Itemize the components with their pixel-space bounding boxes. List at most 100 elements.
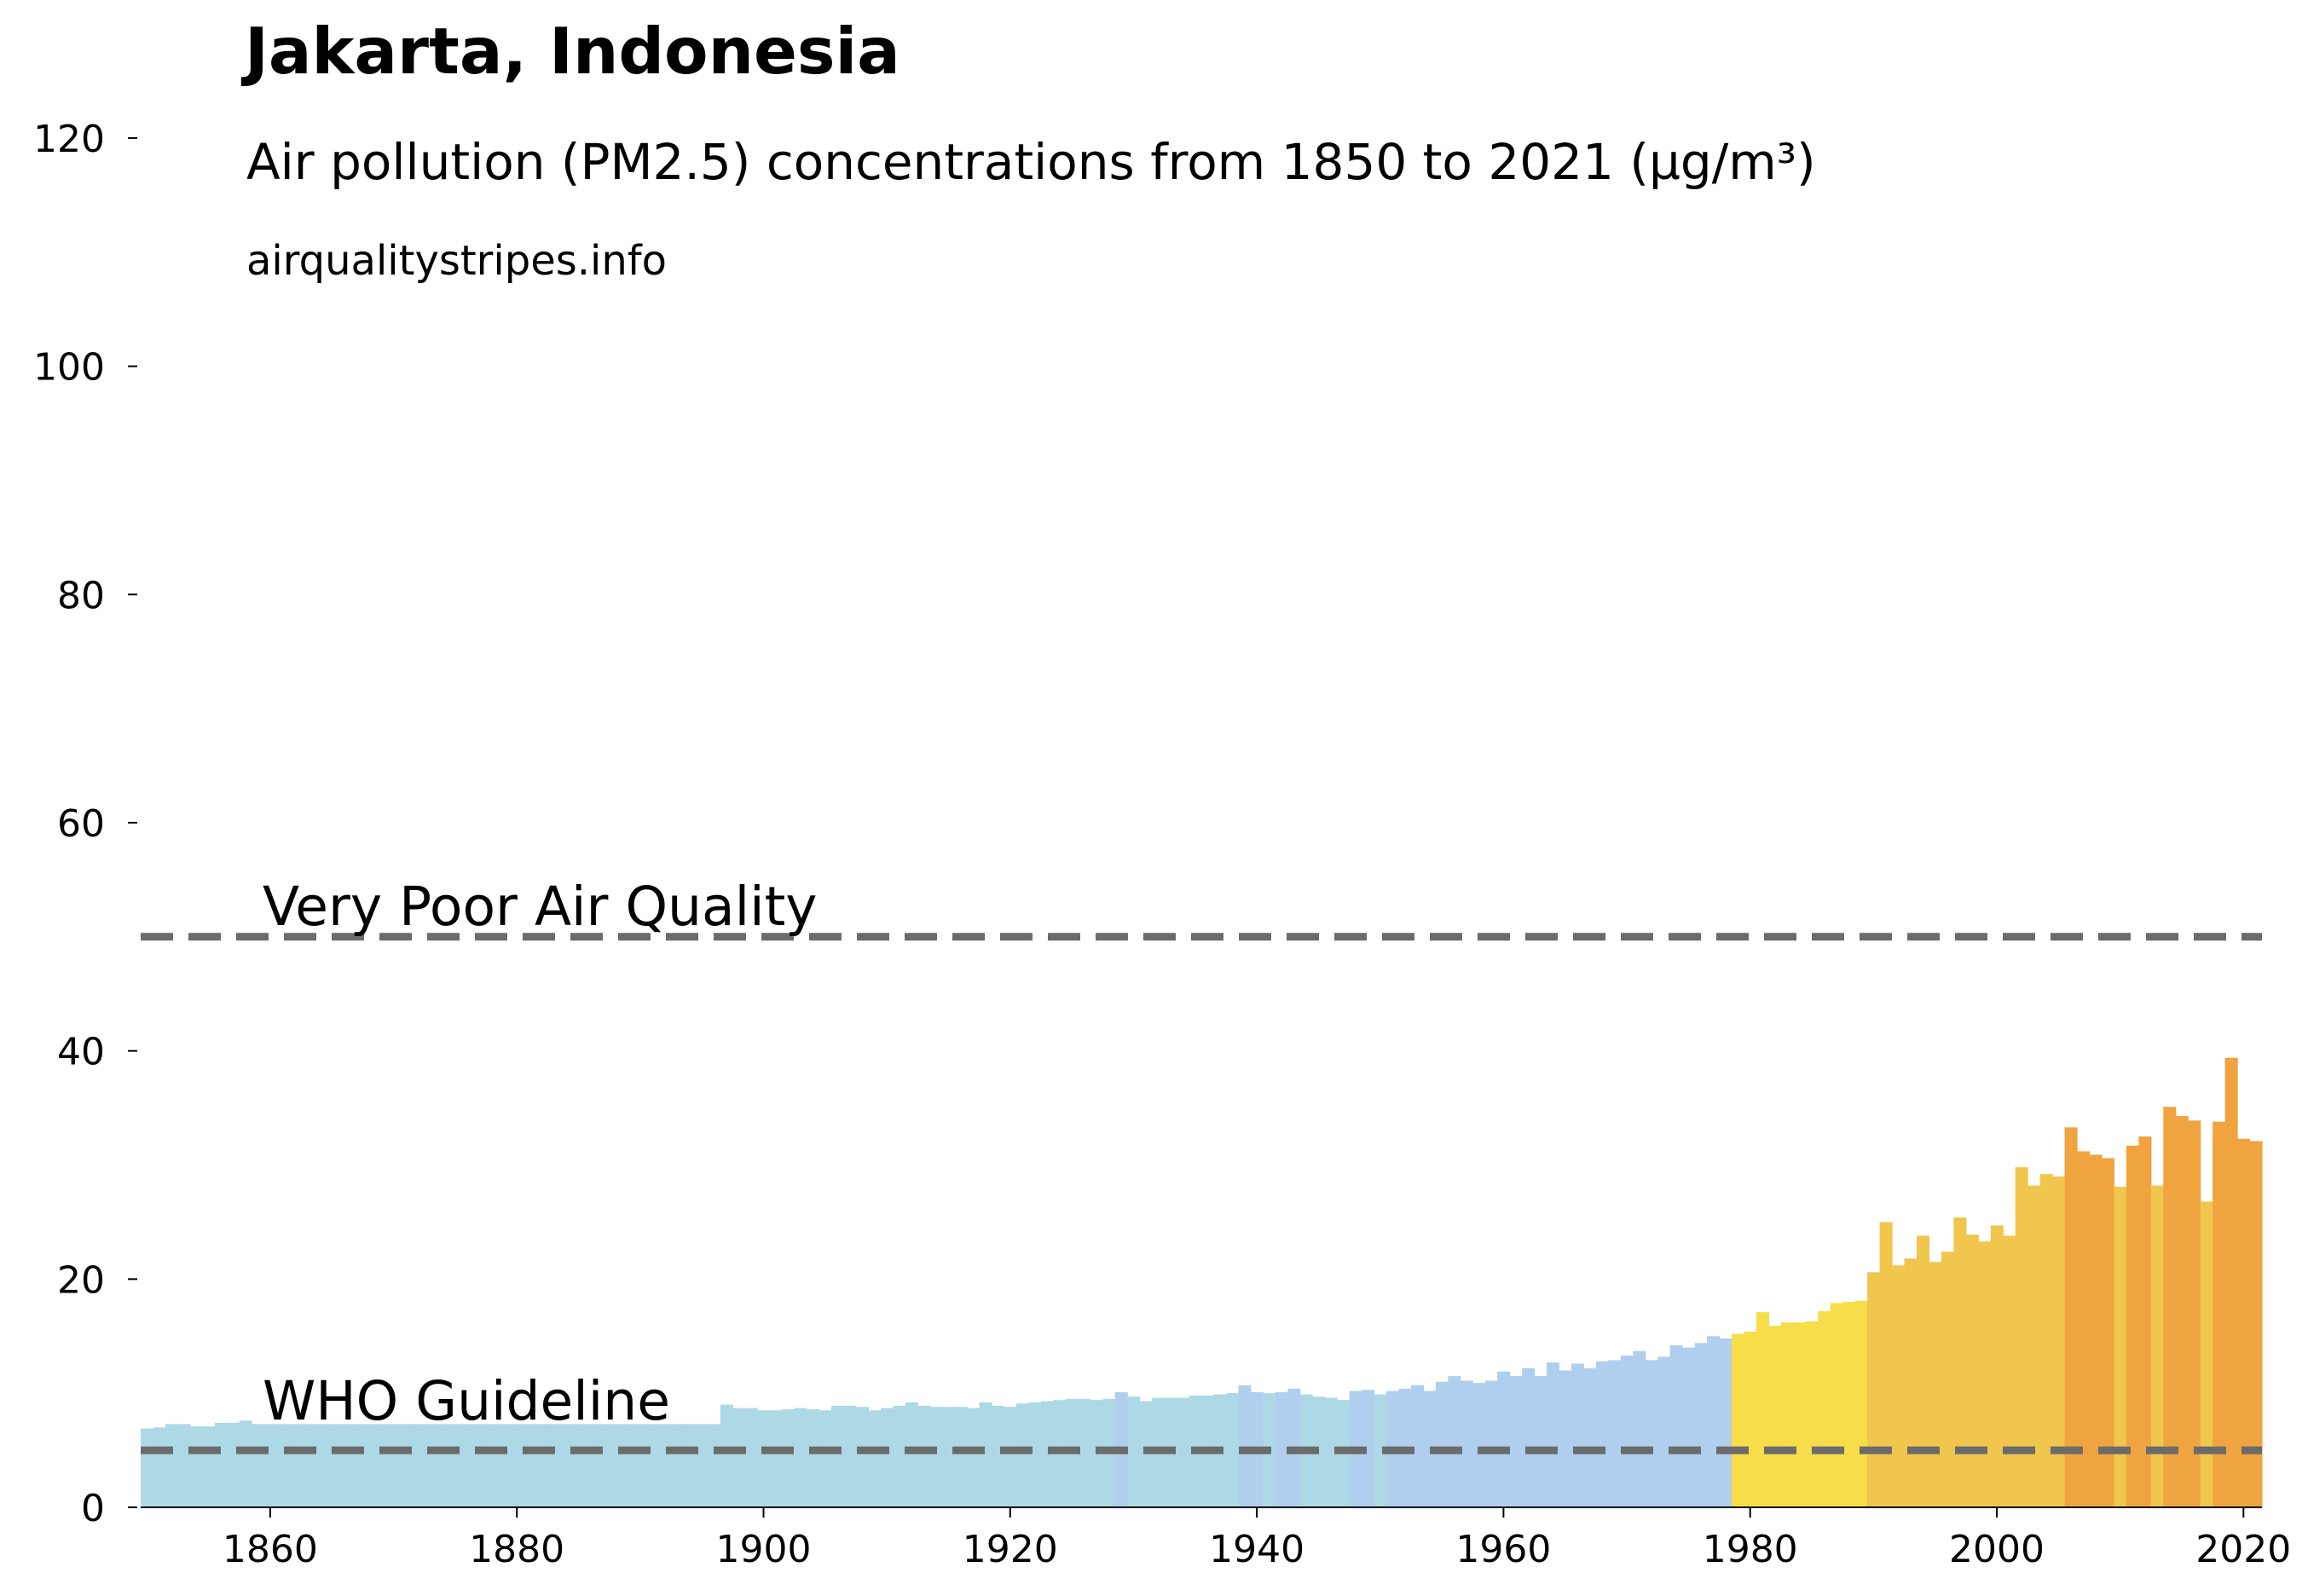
bar-1895 <box>695 1424 709 1507</box>
bar-2019 <box>2224 1057 2238 1507</box>
bar-2012 <box>2138 1136 2152 1507</box>
bar-1865 <box>325 1424 339 1507</box>
bar-1973 <box>1657 1356 1671 1507</box>
bar-1953 <box>1410 1385 1424 1507</box>
bar-1856 <box>214 1422 228 1507</box>
x-tick-label-1980: 1980 <box>1703 1528 1798 1571</box>
bar-1978 <box>1719 1338 1732 1507</box>
bar-1958 <box>1472 1383 1486 1507</box>
bar-1942 <box>1275 1391 1288 1507</box>
bar-1939 <box>1238 1385 1252 1507</box>
bar-1870 <box>387 1424 401 1507</box>
bar-1883 <box>547 1424 561 1507</box>
bar-1868 <box>362 1424 376 1507</box>
bar-1887 <box>597 1424 610 1507</box>
bar-1960 <box>1497 1371 1511 1507</box>
bar-1972 <box>1645 1360 1658 1507</box>
y-tick-label-80: 80 <box>57 574 105 617</box>
bar-1885 <box>572 1424 586 1507</box>
y-tick-label-120: 120 <box>33 118 105 161</box>
bar-1905 <box>819 1410 832 1507</box>
bar-1882 <box>535 1424 548 1507</box>
bar-1992 <box>1892 1265 1906 1507</box>
bar-2015 <box>2175 1115 2189 1507</box>
bar-1894 <box>683 1424 697 1507</box>
x-tick-label-1900: 1900 <box>715 1528 811 1571</box>
bar-1969 <box>1608 1360 1622 1507</box>
bar-2000 <box>1990 1225 2004 1507</box>
bar-2020 <box>2237 1138 2251 1507</box>
text-layer: Jakarta, Indonesia Air pollution (PM2.5)… <box>240 14 1816 1432</box>
bar-1954 <box>1423 1391 1437 1507</box>
bar-2006 <box>2064 1127 2078 1507</box>
y-tick-label-100: 100 <box>33 346 105 390</box>
bar-1914 <box>929 1407 943 1507</box>
bar-1999 <box>1978 1241 1992 1507</box>
bar-1854 <box>189 1425 203 1507</box>
bar-1876 <box>461 1424 475 1507</box>
bar-1930 <box>1127 1396 1141 1507</box>
bar-1890 <box>633 1424 647 1507</box>
bar-1857 <box>227 1422 240 1507</box>
bar-1946 <box>1324 1397 1338 1507</box>
bar-1889 <box>622 1424 635 1507</box>
bar-1965 <box>1559 1370 1572 1507</box>
bar-2003 <box>2027 1185 2041 1507</box>
bar-1938 <box>1225 1393 1239 1507</box>
bar-1967 <box>1583 1368 1597 1507</box>
bar-1855 <box>202 1425 216 1507</box>
bar-1986 <box>1818 1310 1831 1507</box>
bar-1903 <box>794 1408 807 1507</box>
bar-1901 <box>769 1410 783 1507</box>
bar-1923 <box>1040 1401 1055 1507</box>
bar-1977 <box>1707 1336 1721 1507</box>
bar-2001 <box>2003 1235 2016 1507</box>
bar-1860 <box>263 1424 277 1507</box>
bar-1990 <box>1867 1272 1881 1507</box>
bar-1920 <box>1004 1407 1017 1507</box>
bar-1910 <box>880 1408 894 1507</box>
bar-1908 <box>855 1407 870 1507</box>
x-tick-label-1860: 1860 <box>223 1528 318 1571</box>
bar-1916 <box>954 1407 968 1507</box>
x-tick-label-2000: 2000 <box>1949 1528 2045 1571</box>
bar-1886 <box>584 1424 598 1507</box>
bar-1981 <box>1756 1312 1769 1507</box>
bar-1906 <box>831 1405 845 1507</box>
bar-1904 <box>807 1408 820 1507</box>
bar-2008 <box>2089 1154 2103 1507</box>
bar-1926 <box>1078 1398 1091 1507</box>
bar-1909 <box>868 1410 882 1507</box>
bar-2011 <box>2126 1145 2139 1507</box>
bar-1879 <box>498 1424 512 1507</box>
bar-1918 <box>979 1402 992 1507</box>
bar-1911 <box>893 1405 906 1507</box>
bar-1869 <box>374 1424 388 1507</box>
x-tick-label-1960: 1960 <box>1455 1528 1551 1571</box>
bar-1983 <box>1780 1322 1794 1507</box>
bar-1866 <box>338 1424 351 1507</box>
bar-1991 <box>1879 1222 1893 1507</box>
bar-1987 <box>1830 1303 1843 1507</box>
bar-1993 <box>1904 1258 1918 1507</box>
bar-1875 <box>448 1424 462 1507</box>
bar-1949 <box>1362 1390 1375 1507</box>
chart-title: Jakarta, Indonesia <box>240 14 900 89</box>
bar-1970 <box>1620 1355 1634 1507</box>
x-tick-label-2020: 2020 <box>2195 1528 2291 1571</box>
bar-1961 <box>1509 1376 1523 1507</box>
x-tick-label-1880: 1880 <box>469 1528 564 1571</box>
bar-2013 <box>2150 1185 2164 1507</box>
bar-1852 <box>165 1424 178 1507</box>
bar-1985 <box>1805 1321 1819 1507</box>
bar-1980 <box>1744 1331 1757 1507</box>
bar-1891 <box>646 1424 660 1507</box>
bar-1955 <box>1435 1381 1449 1507</box>
bar-1995 <box>1929 1262 1942 1507</box>
bar-1989 <box>1854 1300 1868 1507</box>
bar-1921 <box>1016 1403 1030 1507</box>
bar-1975 <box>1682 1347 1696 1507</box>
bar-1874 <box>437 1424 450 1507</box>
bar-1892 <box>658 1424 672 1507</box>
